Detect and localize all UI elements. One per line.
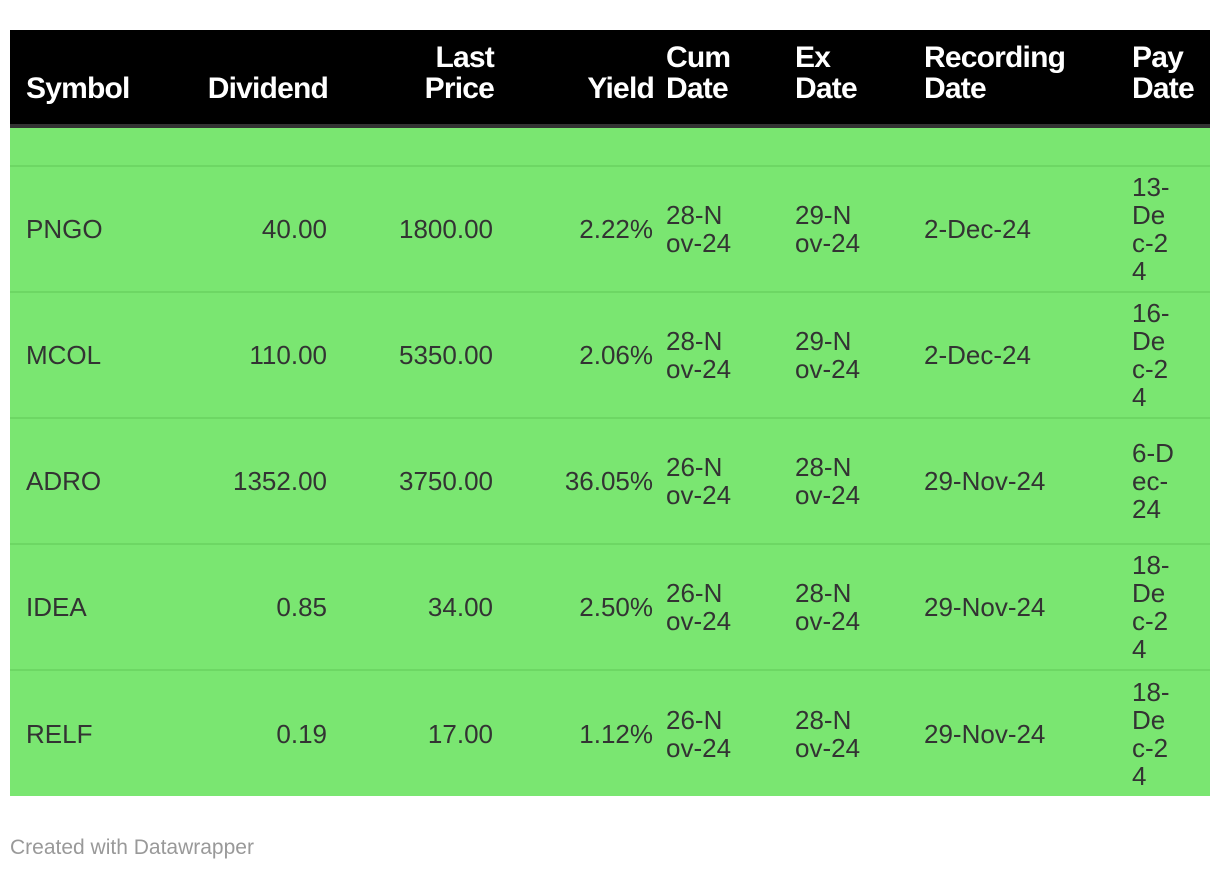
cell-cum-date-text: 26-​Nov-​24 [666,452,732,510]
cell-last-price: 1800.00 [328,165,494,292]
dividend-table-viewport[interactable]: Symbol Dividend Last Price Yield Cum Dat… [10,30,1210,800]
cell-ex-date: 28-​Nov-​24 [783,669,912,796]
cell-pay-date: 16-​Dec-​24 [1116,291,1210,418]
cell-pay-date-text: 18-​Dec-​24 [1132,677,1170,790]
cell-pay-date-text: 16-​Dec-​24 [1132,299,1170,411]
cell-ex-date: 29-​Nov-​24 [783,165,912,292]
cell-symbol: MCOL [10,291,178,418]
cell-pay-date-text: 18-​Dec-​24 [1132,551,1170,663]
column-header-ex-date[interactable]: Ex Date [783,30,912,128]
cell-recording-date: 29-Nov-24 [912,669,1116,796]
cell-last-price: 17.00 [328,669,494,796]
header-row: Symbol Dividend Last Price Yield Cum Dat… [10,30,1210,128]
cell-last-price: 5350.00 [328,291,494,418]
column-header-pay-date[interactable]: Pay Date [1116,30,1210,128]
cell-pay-date-text: 13-​Dec-​24 [1132,173,1170,285]
cell-yield: 1.12% [494,669,654,796]
datawrapper-credit[interactable]: Created with Datawrapper [10,836,254,859]
column-header-dividend[interactable]: Dividend [178,30,329,128]
column-header-recording-date[interactable]: Recording Date [912,30,1116,128]
dividend-table: Symbol Dividend Last Price Yield Cum Dat… [10,30,1210,796]
cell-pay-date: 6-​Dec-​24 [1116,417,1210,544]
cell-dividend: 1352.00 [178,417,328,544]
cell-recording-date: 2-Dec-24 [912,165,1116,292]
table-row: IDEA 0.85 34.00 2.50% 26-​Nov-​24 28-​Nov-​24… [10,543,1210,670]
cell-cum-date: 26-​Nov-​24 [654,669,783,796]
cell-pay-date: 18-​Dec-​24 [1116,669,1210,796]
cell-cum-date: 28-​Nov-​24 [654,165,783,292]
cell-ex-date-text: 28-​Nov-​24 [795,452,861,510]
cell-recording-date: 2-Dec-24 [912,291,1116,418]
table-body: PNGO 40.00 1800.00 2.22% 28-​Nov-​24 29-​Nov-… [10,126,1210,796]
spacer-cell [10,126,1210,166]
table-row: RELF 0.19 17.00 1.12% 26-​Nov-​24 28-​Nov-​24… [10,669,1210,796]
cell-ex-date: 28-​Nov-​24 [783,543,912,670]
cell-cum-date-text: 26-​Nov-​24 [666,578,732,636]
cell-cum-date: 28-​Nov-​24 [654,291,783,418]
cell-ex-date: 29-​Nov-​24 [783,291,912,418]
table-row: ADRO 1352.00 3750.00 36.05% 26-​Nov-​24 28-​N… [10,417,1210,544]
cell-yield: 2.50% [494,543,654,670]
cell-pay-date: 18-​Dec-​24 [1116,543,1210,670]
cell-yield: 36.05% [494,417,654,544]
cell-cum-date-text: 28-​Nov-​24 [666,326,732,384]
cell-ex-date: 28-​Nov-​24 [783,417,912,544]
cell-ex-date-text: 28-​Nov-​24 [795,704,861,763]
cell-cum-date-text: 26-​Nov-​24 [666,704,732,763]
cell-ex-date-text: 29-​Nov-​24 [795,200,861,258]
cell-symbol: IDEA [10,543,178,670]
cell-recording-date: 29-Nov-24 [912,543,1116,670]
cell-ex-date-text: 29-​Nov-​24 [795,326,861,384]
cell-cum-date-text: 28-​Nov-​24 [666,200,732,258]
cell-last-price: 3750.00 [328,417,494,544]
column-header-yield[interactable]: Yield [494,30,655,128]
cell-cum-date: 26-​Nov-​24 [654,543,783,670]
column-header-symbol[interactable]: Symbol [10,30,178,128]
cell-dividend: 0.19 [178,669,328,796]
cell-last-price: 34.00 [328,543,494,670]
cell-pay-date-text: 6-​Dec-​24 [1132,439,1174,523]
spacer-row [10,126,1210,166]
cell-symbol: ADRO [10,417,178,544]
cell-dividend: 40.00 [178,165,328,292]
column-header-last-price[interactable]: Last Price [328,30,495,128]
cell-yield: 2.06% [494,291,654,418]
cell-dividend: 110.00 [178,291,328,418]
table-row: PNGO 40.00 1800.00 2.22% 28-​Nov-​24 29-​Nov-… [10,165,1210,292]
table-row: MCOL 110.00 5350.00 2.06% 28-​Nov-​24 29-​Nov… [10,291,1210,418]
cell-symbol: RELF [10,669,178,796]
cell-pay-date: 13-​Dec-​24 [1116,165,1210,292]
cell-ex-date-text: 28-​Nov-​24 [795,578,861,636]
cell-cum-date: 26-​Nov-​24 [654,417,783,544]
cell-symbol: PNGO [10,165,178,292]
cell-yield: 2.22% [494,165,654,292]
table-header: Symbol Dividend Last Price Yield Cum Dat… [10,30,1210,128]
column-header-cum-date[interactable]: Cum Date [654,30,783,128]
cell-dividend: 0.85 [178,543,328,670]
cell-recording-date: 29-Nov-24 [912,417,1116,544]
